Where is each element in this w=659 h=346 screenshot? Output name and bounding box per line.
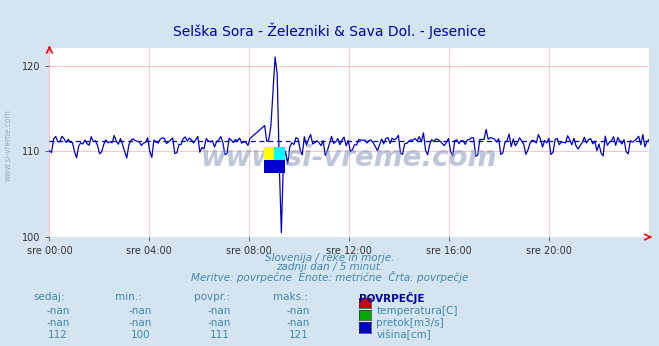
Text: sedaj:: sedaj: [33, 292, 65, 302]
Text: višina[cm]: višina[cm] [376, 330, 431, 340]
Text: www.si-vreme.com: www.si-vreme.com [4, 109, 13, 181]
Text: -nan: -nan [287, 306, 310, 316]
Text: POVRPEČJE: POVRPEČJE [359, 292, 424, 304]
Text: Selška Sora - Železniki & Sava Dol. - Jesenice: Selška Sora - Železniki & Sava Dol. - Je… [173, 22, 486, 39]
Text: -nan: -nan [46, 318, 70, 328]
Text: temperatura[C]: temperatura[C] [376, 306, 458, 316]
Text: zadnji dan / 5 minut.: zadnji dan / 5 minut. [276, 262, 383, 272]
Text: -nan: -nan [46, 306, 70, 316]
Bar [274, 147, 285, 173]
Text: 121: 121 [289, 330, 308, 340]
Text: -nan: -nan [129, 318, 152, 328]
Text: povpr.:: povpr.: [194, 292, 231, 302]
Text: 112: 112 [48, 330, 68, 340]
Bar [264, 160, 285, 173]
Text: pretok[m3/s]: pretok[m3/s] [376, 318, 444, 328]
Text: -nan: -nan [287, 318, 310, 328]
Text: Slovenija / reke in morje.: Slovenija / reke in morje. [265, 253, 394, 263]
Bar [264, 147, 274, 173]
Text: -nan: -nan [208, 318, 231, 328]
Text: min.:: min.: [115, 292, 142, 302]
Text: maks.:: maks.: [273, 292, 308, 302]
Text: -nan: -nan [208, 306, 231, 316]
Text: 100: 100 [130, 330, 150, 340]
Text: Meritve: povrpečne  Enote: metrične  Črta: povrpečje: Meritve: povrpečne Enote: metrične Črta:… [191, 271, 468, 283]
Text: -nan: -nan [129, 306, 152, 316]
Text: 111: 111 [210, 330, 229, 340]
Text: www.si-vreme.com: www.si-vreme.com [201, 144, 498, 172]
